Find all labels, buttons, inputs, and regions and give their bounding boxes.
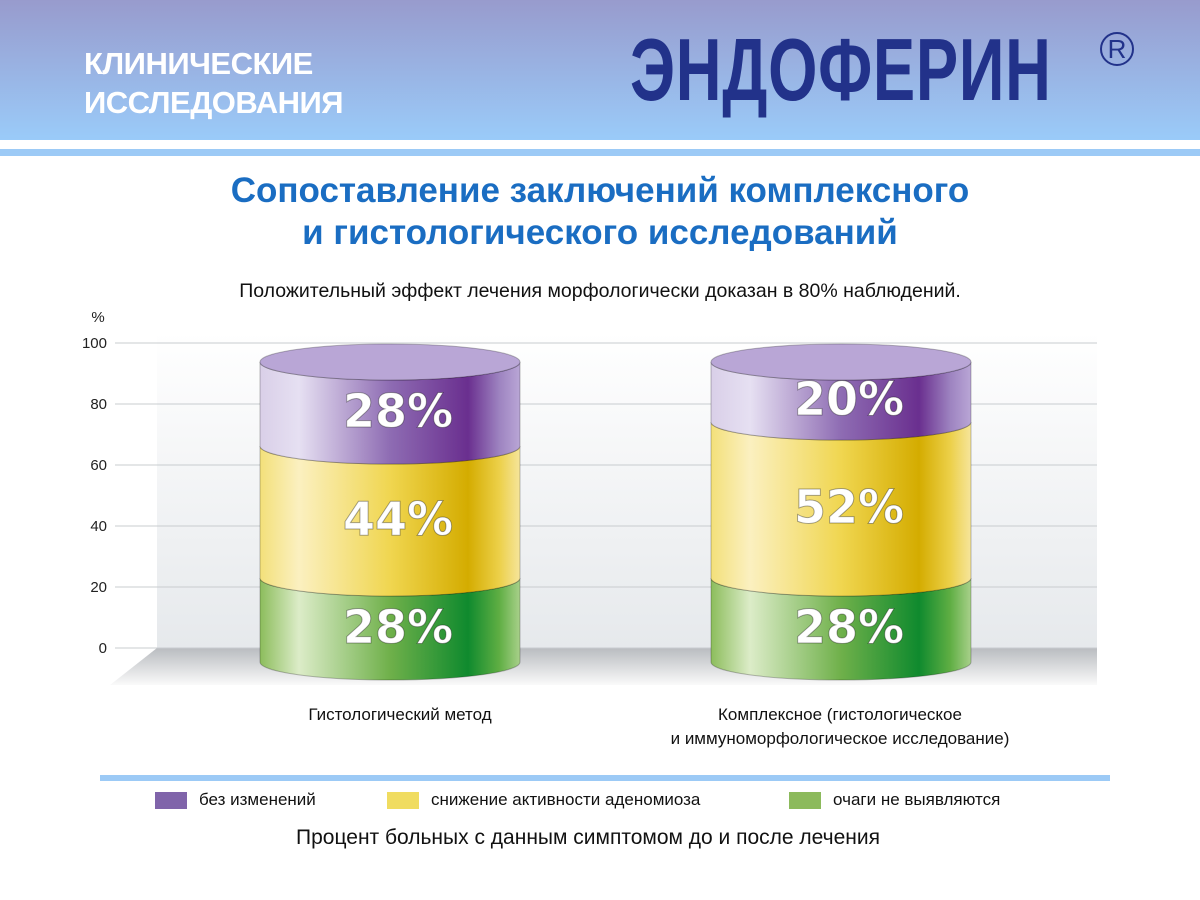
legend-item-reduced-activity: снижение активности аденомиоза	[387, 790, 700, 810]
chart-subtitle: Положительный эффект лечения морфологиче…	[239, 280, 961, 302]
bar-segment: 28%	[259, 343, 521, 465]
chart-title-line2: и гистологического исследований	[302, 213, 898, 252]
bar-segment: 20%	[710, 343, 972, 441]
legend-label: без изменений	[199, 790, 316, 809]
legend-label: снижение активности аденомиоза	[431, 790, 701, 809]
category-label-line: и иммуноморфологическое исследование)	[670, 729, 1010, 748]
y-tick-label: 60	[90, 457, 107, 474]
y-tick-label: 40	[90, 518, 107, 535]
section-title: КЛИНИЧЕСКИЕ ИССЛЕДОВАНИЯ	[84, 44, 344, 122]
data-label: 44%	[343, 492, 453, 546]
header-divider	[0, 149, 1200, 156]
bar-top-cap	[710, 343, 972, 381]
data-label: 28%	[343, 600, 453, 654]
y-tick-label: 20	[90, 579, 107, 596]
category-label-line: Комплексное (гистологическое	[718, 705, 962, 724]
y-tick-label: 80	[90, 396, 107, 413]
legend-divider	[100, 775, 1110, 781]
chart-title: Сопоставление заключений комплексного и …	[0, 170, 1200, 254]
legend-swatch-green	[789, 791, 821, 809]
data-label: 28%	[343, 384, 453, 438]
data-label: 28%	[794, 600, 904, 654]
bar-segment: 44%	[259, 445, 521, 597]
section-title-line2: ИССЛЕДОВАНИЯ	[84, 85, 344, 120]
category-label-1: Комплексное (гистологическое и иммуномор…	[620, 703, 1060, 751]
y-tick-label: 100	[82, 335, 107, 352]
brand-logo: ЭНДОФЕРИН	[630, 20, 1052, 119]
legend-item-no-change: без изменений	[155, 790, 316, 810]
category-label-line: Гистологический метод	[308, 705, 492, 724]
registered-mark: R	[1100, 32, 1134, 66]
legend-swatch-purple	[155, 791, 187, 809]
data-label: 52%	[794, 480, 904, 534]
y-tick-label: 0	[99, 640, 107, 657]
legend-label: очаги не выявляются	[833, 790, 1001, 809]
bar-segment: 52%	[710, 421, 972, 597]
bar-top-cap	[259, 343, 521, 381]
data-label: 20%	[794, 372, 904, 426]
legend-item-no-foci: очаги не выявляются	[789, 790, 1000, 810]
bar-segment: 28%	[710, 577, 972, 681]
header-banner: КЛИНИЧЕСКИЕ ИССЛЕДОВАНИЯ ЭНДОФЕРИН R	[0, 0, 1200, 140]
y-axis-label: %	[91, 309, 104, 326]
category-label-0: Гистологический метод	[230, 703, 570, 727]
bar-segment: 28%	[259, 577, 521, 681]
legend-swatch-yellow	[387, 791, 419, 809]
section-title-line1: КЛИНИЧЕСКИЕ	[84, 46, 313, 81]
chart-caption: Процент больных с данным симптомом до и …	[296, 826, 880, 849]
chart-title-line1: Сопоставление заключений комплексного	[230, 171, 970, 210]
